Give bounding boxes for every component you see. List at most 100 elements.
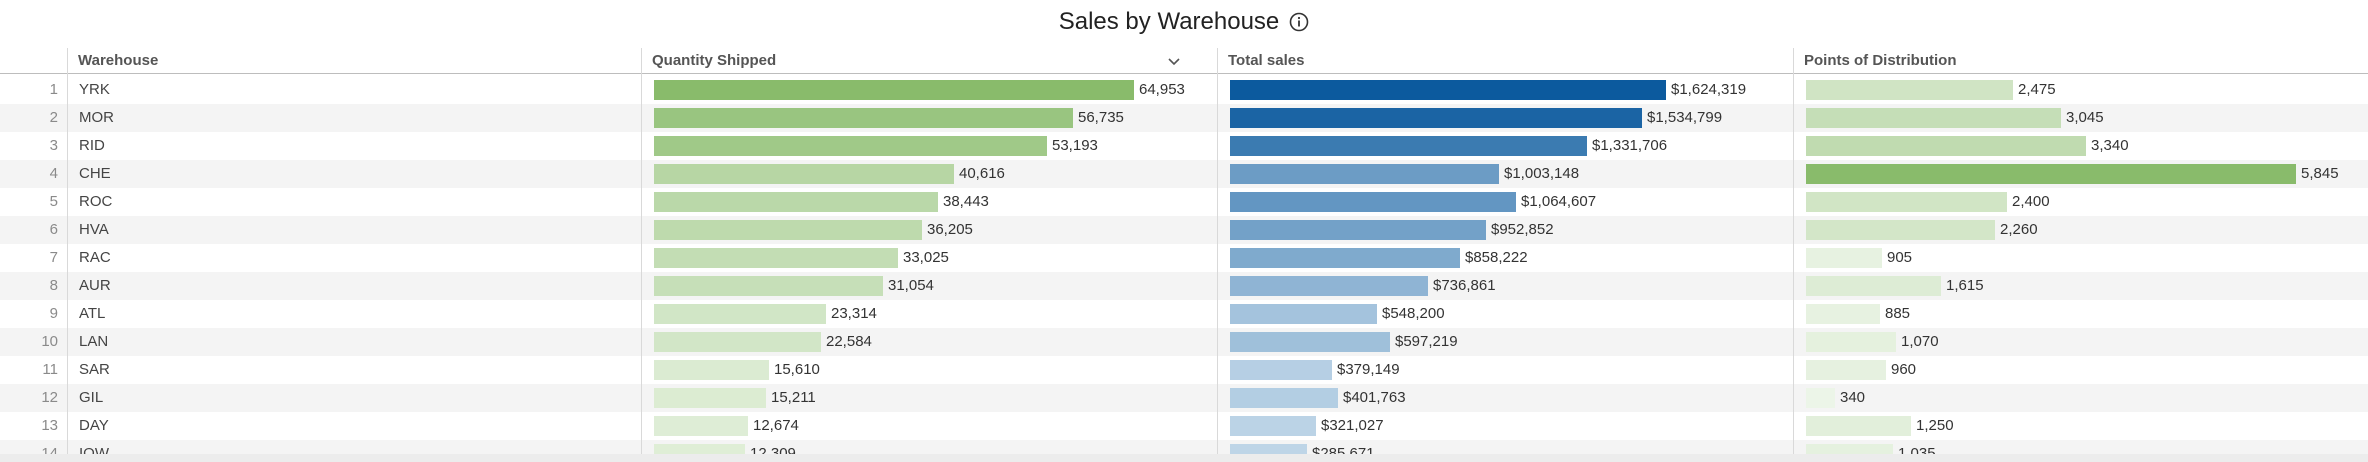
points-of-distribution-bar bbox=[1806, 164, 2296, 184]
quantity-shipped-value: 64,953 bbox=[1139, 81, 1185, 98]
total-sales-value: $858,222 bbox=[1465, 249, 1528, 266]
total-sales-bar bbox=[1230, 248, 1460, 268]
points-of-distribution-bar bbox=[1806, 332, 1896, 352]
total-sales-bar bbox=[1230, 164, 1499, 184]
points-of-distribution-value: 5,845 bbox=[2301, 165, 2339, 182]
quantity-shipped-bar bbox=[654, 304, 826, 324]
quantity-shipped-bar bbox=[654, 80, 1134, 100]
points-of-distribution-value: 960 bbox=[1891, 361, 1917, 378]
points-of-distribution-value: 3,045 bbox=[2066, 109, 2104, 126]
table-row[interactable]: 5 ROC 38,443 $1,064,607 2,400 bbox=[0, 188, 2368, 216]
column-divider bbox=[641, 48, 642, 462]
table-row[interactable]: 4 CHE 40,616 $1,003,148 5,845 bbox=[0, 160, 2368, 188]
column-header-quantity-shipped-label: Quantity Shipped bbox=[652, 52, 777, 69]
warehouse-cell: SAR bbox=[79, 361, 110, 378]
table-header: Warehouse Quantity Shipped Total sales P… bbox=[0, 48, 2368, 74]
quantity-shipped-value: 53,193 bbox=[1052, 137, 1098, 154]
total-sales-value: $1,624,319 bbox=[1671, 81, 1747, 98]
row-number: 12 bbox=[41, 389, 58, 406]
column-header-quantity-shipped[interactable]: Quantity Shipped bbox=[642, 48, 1218, 74]
table-row[interactable]: 1 YRK 64,953 $1,624,319 2,475 bbox=[0, 76, 2368, 104]
quantity-shipped-bar bbox=[654, 388, 766, 408]
total-sales-bar bbox=[1230, 220, 1486, 240]
column-header-warehouse[interactable]: Warehouse bbox=[78, 52, 159, 69]
total-sales-value: $548,200 bbox=[1382, 305, 1445, 322]
quantity-shipped-bar bbox=[654, 220, 922, 240]
info-icon[interactable] bbox=[1289, 12, 1309, 32]
table-body: 1 YRK 64,953 $1,624,319 2,475 2 MOR 56,735 $1,53… bbox=[0, 76, 2368, 462]
row-number: 8 bbox=[49, 277, 58, 294]
quantity-shipped-bar bbox=[654, 416, 748, 436]
total-sales-bar bbox=[1230, 360, 1332, 380]
row-number: 2 bbox=[49, 109, 58, 126]
row-number: 4 bbox=[49, 165, 58, 182]
total-sales-value: $952,852 bbox=[1491, 221, 1554, 238]
points-of-distribution-value: 905 bbox=[1887, 249, 1913, 266]
row-number: 11 bbox=[42, 361, 58, 378]
column-divider bbox=[1793, 48, 1794, 462]
points-of-distribution-bar bbox=[1806, 248, 1882, 268]
points-of-distribution-bar bbox=[1806, 304, 1880, 324]
warehouse-cell: ATL bbox=[79, 305, 106, 322]
points-of-distribution-bar bbox=[1806, 192, 2007, 212]
warehouse-cell: RID bbox=[79, 137, 105, 154]
row-number: 1 bbox=[49, 81, 58, 98]
total-sales-value: $1,331,706 bbox=[1592, 137, 1668, 154]
column-divider bbox=[1217, 48, 1218, 462]
points-of-distribution-value: 885 bbox=[1885, 305, 1911, 322]
horizontal-scrollbar[interactable] bbox=[0, 454, 2368, 462]
quantity-shipped-bar bbox=[654, 108, 1073, 128]
points-of-distribution-value: 1,615 bbox=[1946, 277, 1984, 294]
total-sales-value: $736,861 bbox=[1433, 277, 1496, 294]
table-row[interactable]: 9 ATL 23,314 $548,200 885 bbox=[0, 300, 2368, 328]
warehouse-cell: MOR bbox=[79, 109, 114, 126]
total-sales-bar bbox=[1230, 304, 1377, 324]
table-row[interactable]: 13 DAY 12,674 $321,027 1,250 bbox=[0, 412, 2368, 440]
total-sales-bar bbox=[1230, 388, 1338, 408]
row-number: 6 bbox=[49, 221, 58, 238]
quantity-shipped-value: 36,205 bbox=[927, 221, 973, 238]
column-divider bbox=[67, 48, 68, 462]
chevron-down-icon[interactable] bbox=[1166, 53, 1182, 69]
total-sales-value: $1,003,148 bbox=[1504, 165, 1580, 182]
quantity-shipped-value: 22,584 bbox=[826, 333, 872, 350]
points-of-distribution-bar bbox=[1806, 416, 1911, 436]
total-sales-value: $401,763 bbox=[1343, 389, 1406, 406]
points-of-distribution-bar bbox=[1806, 388, 1835, 408]
quantity-shipped-bar bbox=[654, 192, 938, 212]
points-of-distribution-bar bbox=[1806, 136, 2086, 156]
quantity-shipped-value: 15,211 bbox=[771, 389, 816, 406]
quantity-shipped-bar bbox=[654, 276, 883, 296]
quantity-shipped-bar bbox=[654, 164, 954, 184]
table-row[interactable]: 12 GIL 15,211 $401,763 340 bbox=[0, 384, 2368, 412]
quantity-shipped-value: 31,054 bbox=[888, 277, 934, 294]
points-of-distribution-value: 2,400 bbox=[2012, 193, 2050, 210]
table-row[interactable]: 10 LAN 22,584 $597,219 1,070 bbox=[0, 328, 2368, 356]
row-number: 7 bbox=[49, 249, 58, 266]
quantity-shipped-bar bbox=[654, 360, 769, 380]
table-row[interactable]: 11 SAR 15,610 $379,149 960 bbox=[0, 356, 2368, 384]
warehouse-cell: DAY bbox=[79, 417, 109, 434]
table-row[interactable]: 2 MOR 56,735 $1,534,799 3,045 bbox=[0, 104, 2368, 132]
warehouse-cell: ROC bbox=[79, 193, 113, 210]
total-sales-bar bbox=[1230, 276, 1428, 296]
total-sales-bar bbox=[1230, 136, 1587, 156]
total-sales-bar bbox=[1230, 332, 1390, 352]
table-row[interactable]: 7 RAC 33,025 $858,222 905 bbox=[0, 244, 2368, 272]
quantity-shipped-value: 23,314 bbox=[831, 305, 877, 322]
table-row[interactable]: 3 RID 53,193 $1,331,706 3,340 bbox=[0, 132, 2368, 160]
points-of-distribution-bar bbox=[1806, 360, 1886, 380]
quantity-shipped-bar bbox=[654, 136, 1047, 156]
points-of-distribution-value: 1,070 bbox=[1901, 333, 1939, 350]
warehouse-cell: AUR bbox=[79, 277, 111, 294]
row-number: 10 bbox=[41, 333, 58, 350]
table-row[interactable]: 6 HVA 36,205 $952,852 2,260 bbox=[0, 216, 2368, 244]
column-header-total-sales[interactable]: Total sales bbox=[1228, 52, 1305, 69]
points-of-distribution-value: 2,260 bbox=[2000, 221, 2038, 238]
total-sales-value: $379,149 bbox=[1337, 361, 1400, 378]
table-row[interactable]: 8 AUR 31,054 $736,861 1,615 bbox=[0, 272, 2368, 300]
total-sales-bar bbox=[1230, 192, 1516, 212]
total-sales-value: $1,534,799 bbox=[1647, 109, 1723, 126]
dashboard-title-bar: Sales by Warehouse bbox=[0, 0, 2368, 44]
column-header-points-of-distribution[interactable]: Points of Distribution bbox=[1804, 52, 1957, 69]
